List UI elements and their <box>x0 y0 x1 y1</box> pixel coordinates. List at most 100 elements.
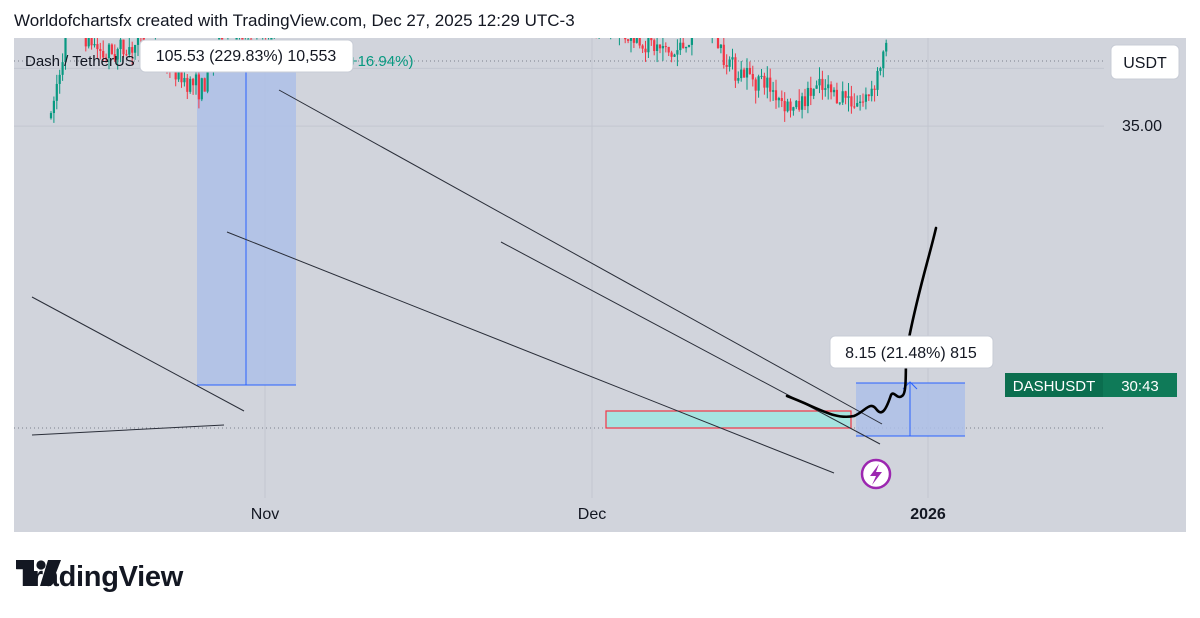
candle <box>49 111 53 120</box>
candle <box>824 79 827 97</box>
candle-body <box>777 98 780 101</box>
candle-body <box>96 44 99 50</box>
candle-body <box>743 69 746 78</box>
candle-body <box>647 38 650 53</box>
candle <box>682 38 685 49</box>
currency-badge[interactable]: USDT <box>1110 44 1180 80</box>
drawings-back <box>197 72 965 437</box>
chart-attribution: Worldofchartsfx created with TradingView… <box>14 11 575 30</box>
candle-body <box>795 100 798 108</box>
candle-body <box>722 44 725 65</box>
candle <box>644 40 647 62</box>
tradingview-brand[interactable]: TradingView <box>16 560 183 594</box>
candle <box>803 88 807 110</box>
candle-body <box>661 46 664 49</box>
candle-body <box>134 44 137 53</box>
candle-body <box>821 78 824 90</box>
candle <box>766 66 769 99</box>
candle-body <box>809 87 812 96</box>
candle <box>725 54 728 75</box>
candle <box>690 38 693 56</box>
price-chart[interactable]: 120.00100.0080.0065.0053.0043.0035.00Nov… <box>14 38 1186 532</box>
candle-body <box>789 101 792 111</box>
measure-label-big: 105.53 (229.83%) 10,553 <box>139 39 354 73</box>
candle <box>136 38 140 57</box>
price-tick-label: 35.00 <box>1122 118 1162 135</box>
candle-body <box>119 39 122 50</box>
candle <box>119 38 122 63</box>
candle-body <box>189 78 192 92</box>
candle <box>815 80 818 89</box>
candle-body <box>116 49 119 60</box>
lightning-icon[interactable] <box>860 458 892 490</box>
candle-body <box>806 87 809 107</box>
candle-body <box>850 96 853 107</box>
candle <box>801 92 804 119</box>
candle-body <box>864 94 867 102</box>
candle-body <box>84 38 87 47</box>
candle <box>679 38 682 55</box>
candle-body <box>664 46 667 48</box>
candle-body <box>87 38 90 47</box>
candle-body <box>841 91 844 103</box>
candle <box>673 53 676 57</box>
candle-body <box>61 62 64 75</box>
candle <box>667 46 670 57</box>
candle <box>740 60 743 82</box>
candle-body <box>122 39 125 55</box>
candle-body <box>856 103 859 107</box>
candle-body <box>64 38 67 63</box>
support-zone <box>605 410 852 429</box>
candle-body <box>754 79 757 91</box>
candle <box>685 46 688 53</box>
candle-body <box>107 44 111 59</box>
candle-body <box>136 38 140 45</box>
candle <box>125 49 128 57</box>
candle <box>61 53 64 81</box>
candle <box>774 79 778 109</box>
candle-body <box>772 90 775 92</box>
candle <box>661 38 664 61</box>
candle <box>90 38 93 50</box>
candle <box>627 39 630 44</box>
candle-body <box>835 89 838 104</box>
candle <box>748 61 751 75</box>
candle-body <box>719 44 722 49</box>
candle-body <box>873 88 876 90</box>
candle <box>792 106 795 116</box>
candle <box>830 81 833 100</box>
candle <box>783 92 786 122</box>
time-tick-label: 2026 <box>910 506 946 523</box>
candle <box>128 38 131 58</box>
candle <box>641 44 644 54</box>
candle <box>131 41 134 66</box>
candle <box>203 77 206 92</box>
candle-body <box>757 76 760 91</box>
candle <box>84 38 87 52</box>
candle <box>876 67 879 97</box>
candle <box>780 90 783 108</box>
candle <box>885 39 888 57</box>
time-tick-label: Nov <box>251 506 279 523</box>
candle <box>122 39 125 58</box>
candle-body <box>769 77 772 92</box>
candle <box>189 76 192 94</box>
candle-body <box>786 101 789 112</box>
candle-body <box>728 59 731 67</box>
candle <box>763 72 766 95</box>
chart-area[interactable]: 120.00100.0080.0065.0053.0043.0035.00Nov… <box>14 38 1186 532</box>
candle <box>859 95 862 111</box>
measure-label-small-text: 8.15 (21.48%) 815 <box>845 345 977 362</box>
candle-body <box>197 74 200 100</box>
candle <box>856 95 859 108</box>
candle <box>867 94 870 101</box>
candle-body <box>200 78 203 100</box>
candle-body <box>792 107 795 111</box>
candle-body <box>667 46 670 53</box>
candle <box>719 43 722 54</box>
candle <box>832 87 836 97</box>
candle <box>687 44 691 48</box>
candle <box>87 38 90 49</box>
candle-body <box>812 88 815 96</box>
candle-body <box>128 47 131 55</box>
